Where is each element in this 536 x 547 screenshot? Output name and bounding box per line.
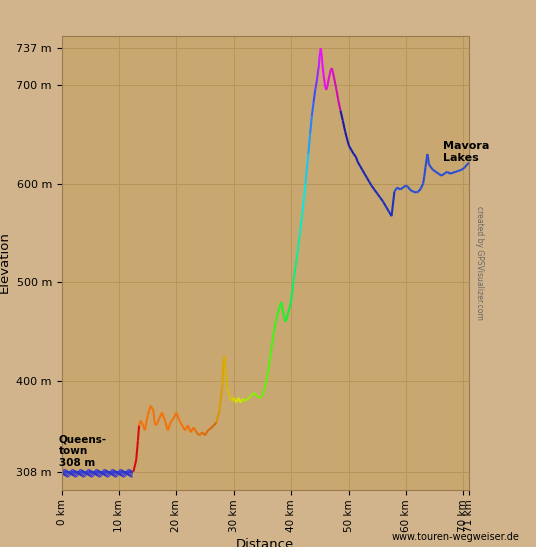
Text: created by GPSVisualizer.com: created by GPSVisualizer.com: [475, 206, 484, 319]
X-axis label: Distance: Distance: [236, 538, 294, 547]
Text: www.touren-wegweiser.de: www.touren-wegweiser.de: [392, 532, 520, 542]
Text: Mavora
Lakes: Mavora Lakes: [443, 141, 489, 163]
Y-axis label: Elevation: Elevation: [0, 231, 11, 294]
Text: Queens-
town
308 m: Queens- town 308 m: [59, 435, 107, 468]
